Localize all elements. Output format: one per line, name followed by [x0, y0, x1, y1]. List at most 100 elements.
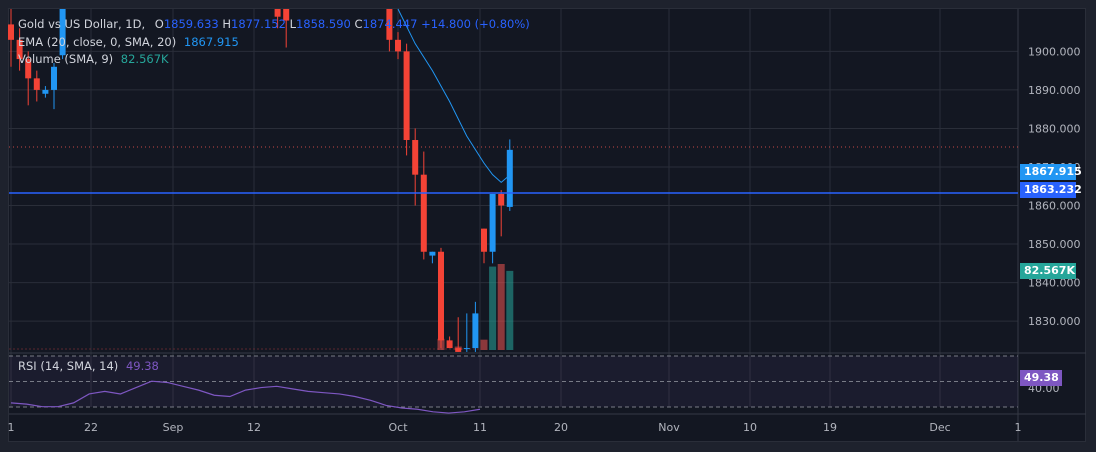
candle[interactable]: [8, 9, 14, 67]
time-tick-label: 22: [84, 421, 98, 434]
price-tick-label: 1900.000: [1028, 45, 1081, 58]
time-tick-label: 20: [554, 421, 568, 434]
ema-legend[interactable]: EMA (20, close, 0, SMA, 20) 1867.915: [18, 35, 239, 49]
candle-body: [420, 174, 427, 252]
candle[interactable]: [481, 228, 487, 264]
candle-body: [16, 39, 23, 60]
time-axis: 1 22 Sep 12 Oct 11 20 Nov 10 19 Dec 1: [8, 421, 1022, 434]
symbol-legend[interactable]: Gold vs US Dollar, 1D, O1859.633 H1877.1…: [18, 17, 530, 31]
candle[interactable]: [42, 86, 49, 98]
candle-body: [412, 140, 419, 175]
candle[interactable]: [33, 70, 40, 102]
candle-body: [33, 78, 40, 90]
candle-body: [438, 251, 444, 341]
rsi-legend[interactable]: RSI (14, SMA, 14) 49.38: [18, 359, 159, 373]
time-tick-label: 11: [473, 421, 487, 434]
low-label: L: [289, 17, 296, 31]
time-tick-label: Dec: [929, 421, 950, 434]
price-tick-label: 1880.000: [1028, 122, 1081, 135]
time-tick-label: Oct: [388, 421, 408, 434]
candle-body: [59, 9, 66, 56]
candle[interactable]: [412, 128, 419, 206]
time-tick-label: Nov: [658, 421, 680, 434]
ema-price-tag: 1867.915: [1020, 164, 1082, 180]
ema-legend-value: 1867.915: [183, 35, 239, 49]
close-value: 1874.447: [362, 17, 418, 31]
candle-body: [42, 89, 49, 94]
candle-body: [481, 228, 487, 252]
candle[interactable]: [438, 247, 444, 349]
time-tick-label: Sep: [163, 421, 184, 434]
candle-body: [51, 66, 57, 90]
candle[interactable]: [403, 43, 410, 156]
volume-legend[interactable]: Volume (SMA, 9) 82.567K: [18, 52, 169, 66]
candle-body: [386, 9, 393, 40]
candle-body: [498, 193, 505, 206]
candle-body: [274, 9, 281, 17]
volume-bar: [506, 270, 514, 350]
candles: [8, 9, 513, 352]
candle-body: [25, 59, 32, 79]
candle[interactable]: [420, 151, 427, 260]
candle[interactable]: [25, 51, 32, 106]
high-value: 1877.152: [231, 17, 286, 31]
candle[interactable]: [472, 301, 479, 352]
candle-body: [395, 39, 401, 52]
current-price-tag: 1863.232: [1020, 182, 1082, 198]
candle[interactable]: [51, 62, 57, 110]
change-value: +14.800 (+0.80%): [421, 17, 530, 31]
rsi-legend-label: RSI (14, SMA, 14): [18, 359, 119, 373]
candle[interactable]: [59, 9, 66, 60]
candle[interactable]: [463, 313, 470, 352]
low-value: 1858.590: [295, 17, 351, 31]
rsi-pane: 40.00: [9, 355, 1060, 414]
candle[interactable]: [16, 28, 23, 71]
rsi-legend-value: 49.38: [125, 359, 159, 373]
close-label: C: [354, 17, 363, 31]
candle-body: [8, 24, 14, 40]
candle[interactable]: [395, 32, 401, 60]
time-tick-label: 19: [823, 421, 837, 434]
candle-body: [429, 251, 436, 256]
price-tick-label: 1860.000: [1028, 200, 1081, 213]
candle[interactable]: [274, 9, 281, 29]
candle-body: [455, 348, 462, 352]
volume-legend-label: Volume (SMA, 9): [18, 52, 114, 66]
candle-body: [472, 313, 479, 349]
candle-body: [489, 193, 496, 252]
volume-bars: [9, 264, 514, 350]
candle[interactable]: [386, 9, 393, 52]
candle[interactable]: [446, 336, 453, 349]
time-tick-label: 1: [1015, 421, 1022, 434]
ema-polyline: [397, 8, 511, 184]
price-tick-label: 1890.000: [1028, 84, 1081, 97]
price-tick-label: 1840.000: [1028, 277, 1081, 290]
candle-body: [403, 51, 410, 141]
volume-bar: [480, 339, 488, 350]
volume-tag: 82.567K: [1020, 263, 1076, 279]
candle[interactable]: [489, 193, 496, 264]
ema-legend-label: EMA (20, close, 0, SMA, 20): [18, 35, 177, 49]
volume-bar: [497, 264, 505, 350]
volume-legend-value: 82.567K: [120, 52, 169, 66]
candle-body: [463, 348, 470, 350]
candle[interactable]: [429, 251, 436, 264]
open-value: 1859.633: [163, 17, 219, 31]
candle-body: [283, 9, 290, 21]
rsi-polyline: [10, 380, 481, 414]
candle[interactable]: [455, 317, 462, 352]
candle-body: [446, 340, 453, 349]
time-tick-label: 10: [743, 421, 757, 434]
symbol-title: Gold vs US Dollar, 1D,: [18, 17, 146, 31]
time-tick-label: 12: [247, 421, 261, 434]
volume-bar: [489, 266, 497, 350]
time-tick-label: 1: [8, 421, 15, 434]
candle[interactable]: [498, 190, 505, 237]
price-tick-label: 1850.000: [1028, 238, 1081, 251]
candle[interactable]: [283, 9, 290, 48]
high-label: H: [222, 17, 232, 31]
grid-lines: [9, 9, 1086, 441]
chart-frame[interactable]: [8, 8, 1086, 442]
